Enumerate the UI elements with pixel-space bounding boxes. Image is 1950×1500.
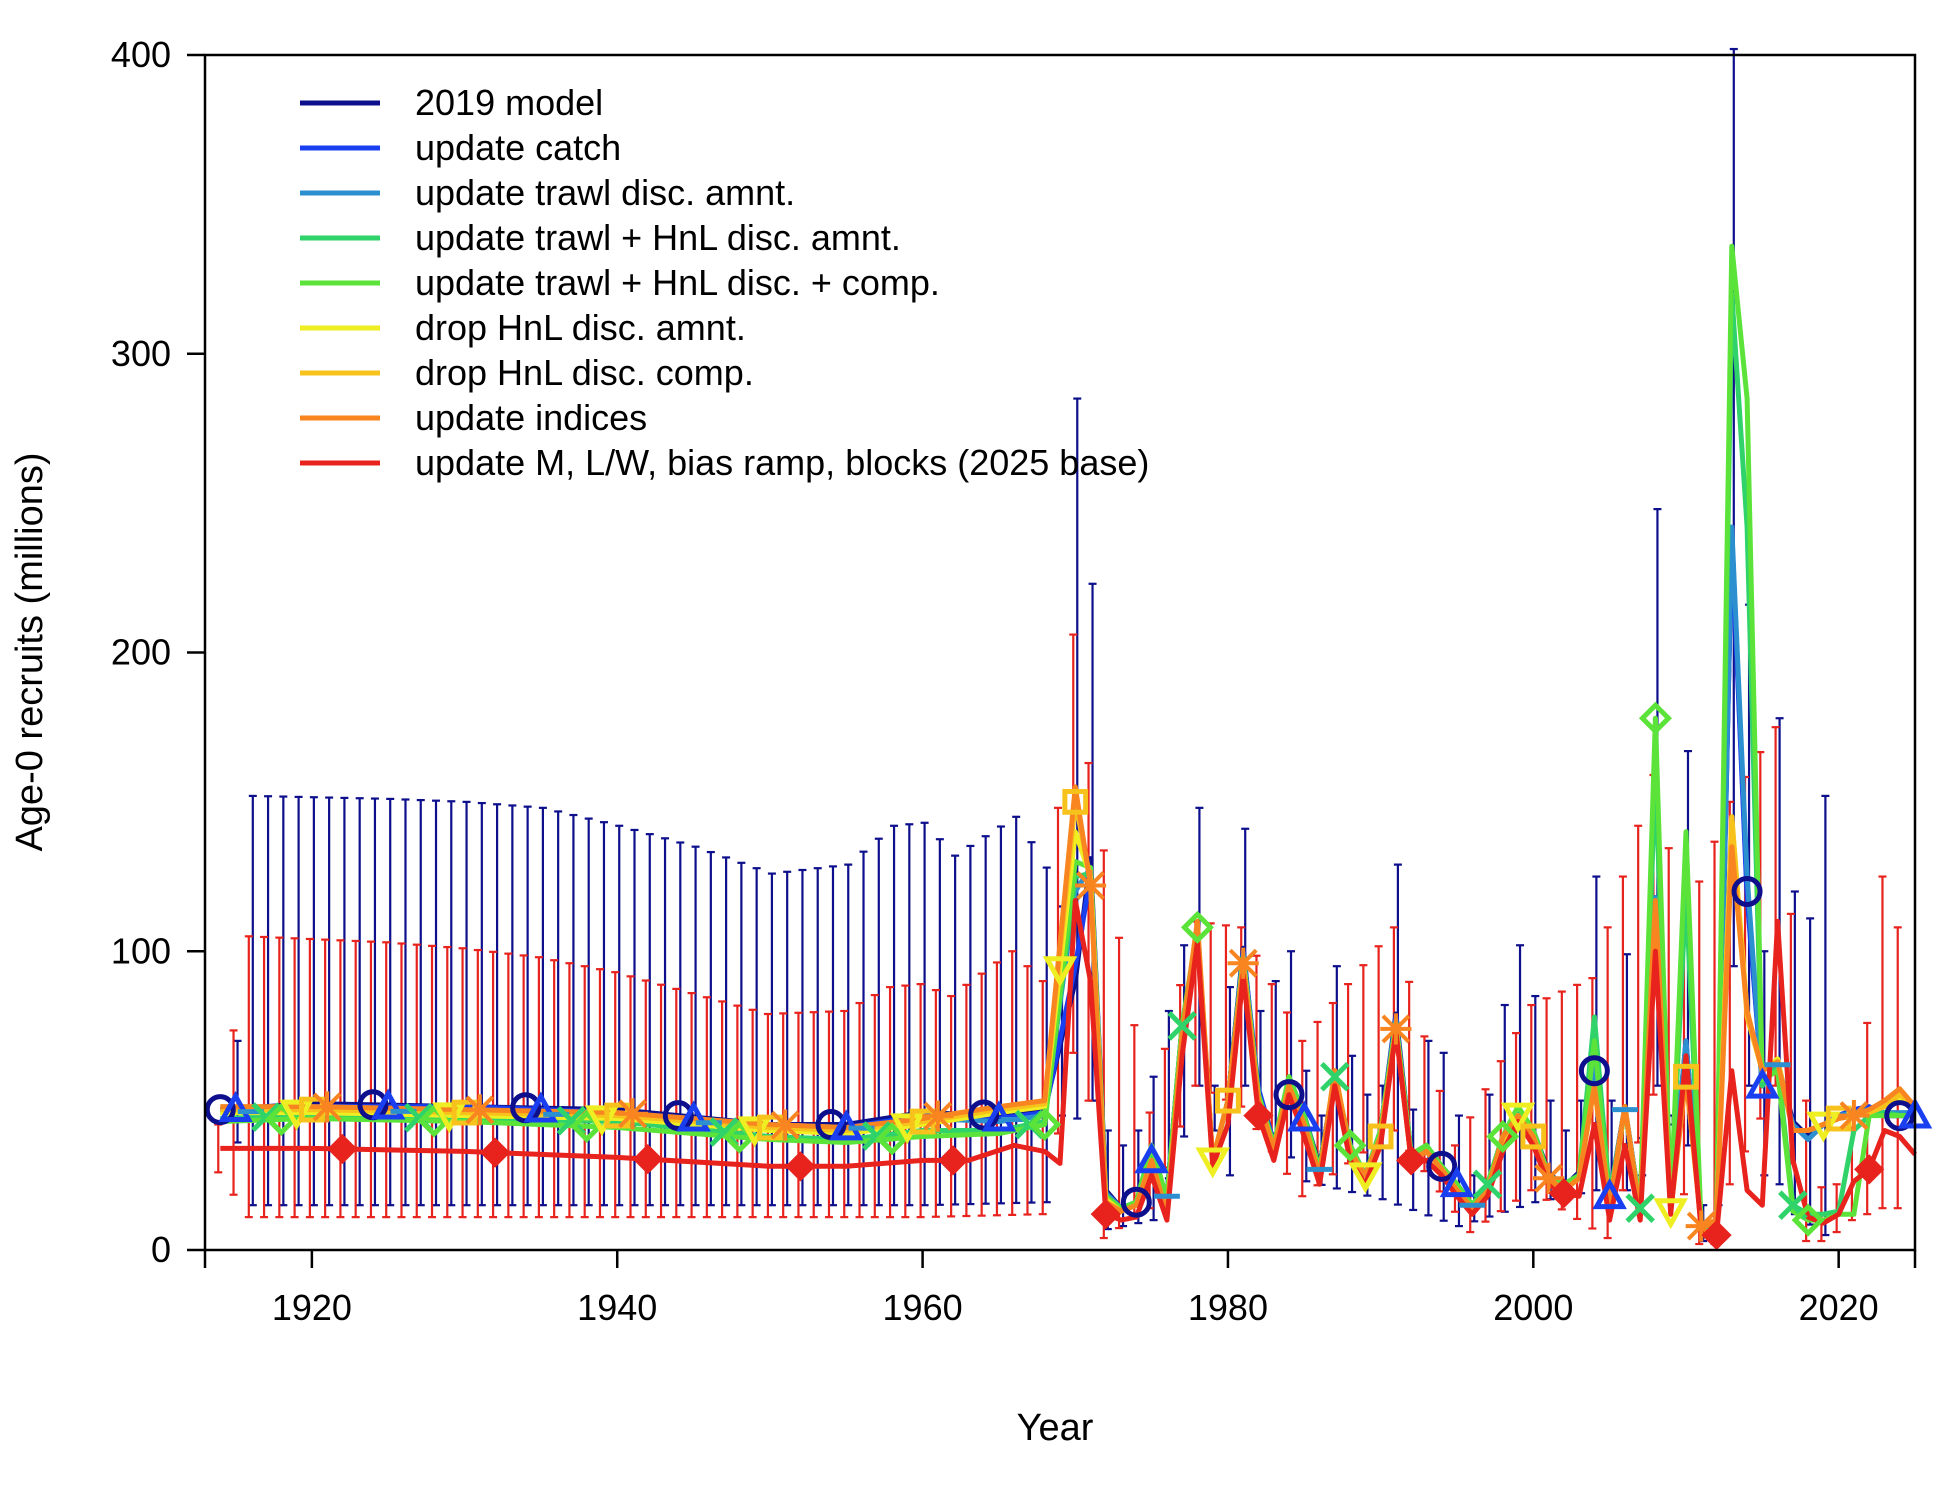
series-3-marker [251,1102,281,1132]
series-8-marker [1243,1100,1274,1131]
series-5-marker [1653,1198,1688,1230]
series-1-marker [1439,1166,1475,1198]
series-0-marker [1578,1055,1610,1087]
series-0-marker [1884,1100,1916,1132]
series-1-marker [370,1088,406,1120]
series-0-marker [1120,1186,1152,1218]
series-4-marker [1028,1107,1062,1142]
series-0-marker [1273,1079,1305,1111]
series-7-line [220,784,1917,1229]
series-3-marker [862,1121,892,1151]
y-axis-ticks: 0 100 200 300 400 [111,34,205,1270]
series-6-marker [1520,1123,1547,1150]
series-4-marker [875,1122,909,1156]
series-8-marker [1090,1199,1121,1230]
series-3-marker [1320,1061,1350,1092]
series-8-marker [327,1133,358,1165]
x-tick-label: 1940 [577,1287,657,1328]
legend-label: update M, L/W, bias ramp, blocks (2025 b… [415,442,1149,483]
series-8-marker [1548,1178,1579,1209]
y-tick-label: 0 [151,1229,171,1270]
series-8-line [220,898,1917,1238]
legend-label: drop HnL disc. comp. [415,352,754,393]
series-0-marker [204,1094,236,1126]
series-5-marker [1042,956,1078,988]
legend-label: update trawl + HnL disc. amnt. [415,217,901,258]
x-tick-label: 2000 [1493,1287,1573,1328]
series-0-marker [1426,1150,1458,1182]
series-8-marker [1701,1219,1732,1251]
x-tick-label: 1980 [1188,1287,1268,1328]
series-5-marker [1195,1147,1230,1179]
y-tick-label: 200 [111,632,171,673]
series-4-marker [1486,1119,1520,1154]
series-3-marker [1167,1011,1197,1041]
series-lines [220,243,1917,1238]
series-3-marker [556,1105,587,1136]
x-tick-label: 2020 [1799,1287,1879,1328]
series-4-marker [1333,1128,1367,1162]
series-3-marker [1472,1169,1503,1200]
series-1-marker [1134,1142,1169,1174]
legend-label: 2019 model [415,82,603,123]
legend-label: update trawl + HnL disc. + comp. [415,262,940,303]
series-4-marker [1638,701,1672,735]
series-6-marker [1062,788,1089,815]
series-3-marker [1778,1190,1808,1220]
series-8-marker [632,1144,663,1175]
series-8-marker [938,1145,969,1176]
series-1-marker [1287,1100,1322,1132]
series-6-marker [1673,1063,1699,1090]
legend-label: drop HnL disc. amnt. [415,307,746,348]
series-6-marker [1367,1123,1394,1150]
y-axis-title: Age-0 recruits (millions) [9,452,51,851]
legend-label: update trawl disc. amnt. [415,172,795,213]
series-4-marker [1791,1203,1825,1237]
legend-label: update indices [415,397,647,438]
series-6-marker [1215,1087,1241,1114]
x-tick-label: 1960 [883,1287,963,1328]
y-tick-label: 300 [111,333,171,374]
series-8-marker [1396,1145,1427,1176]
series-markers [204,701,1933,1251]
x-axis-title: Year [1017,1407,1094,1449]
legend-label: update catch [415,127,621,168]
series-1-marker [1592,1178,1627,1210]
series-4-marker [1180,910,1214,944]
x-tick-label: 1920 [272,1287,352,1328]
series-5-marker [1500,1102,1536,1134]
series-8-marker [785,1151,816,1182]
x-axis-ticks: 1920 1940 1960 1980 2000 2020 [203,1250,1917,1328]
series-1-marker [218,1090,253,1122]
series-3-marker [709,1117,739,1147]
series-0-marker [1731,876,1763,907]
series-8-marker [1854,1154,1885,1185]
y-tick-label: 100 [111,930,171,971]
series-1-marker [676,1100,711,1132]
series-1-marker [523,1091,559,1123]
y-tick-label: 400 [111,34,171,75]
series-3-marker [403,1102,434,1133]
series-8-marker [479,1137,511,1168]
series-3-marker [1625,1193,1655,1223]
series-1-marker [1745,1067,1780,1099]
series-5-marker [1348,1162,1383,1194]
